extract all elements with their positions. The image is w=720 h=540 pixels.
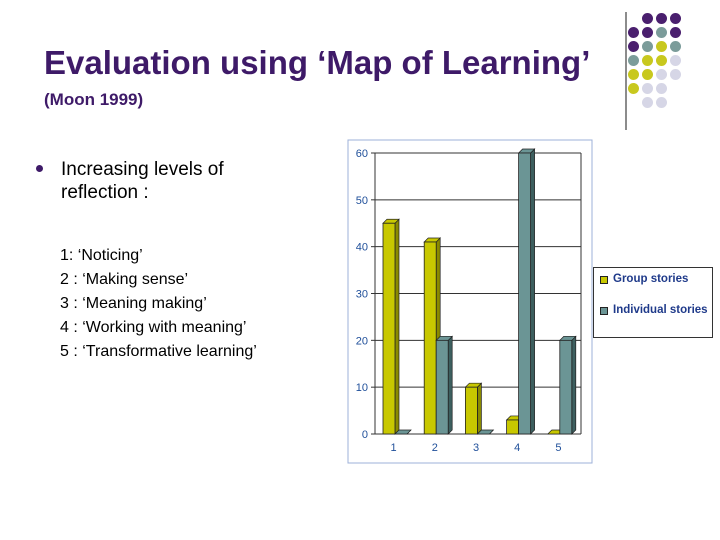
level-number: 5 : [60, 343, 78, 360]
bar [464, 386, 478, 435]
decor-dot [642, 13, 653, 24]
decor-dot [628, 83, 639, 94]
decor-dot [670, 41, 681, 52]
decor-dot [656, 13, 667, 24]
legend-swatch-group [600, 276, 608, 284]
decor-divider [625, 12, 627, 130]
decor-dot [628, 27, 639, 38]
bar-side [447, 335, 453, 435]
bar-side [477, 382, 482, 435]
level-list: 1: ‘Noticing’ 2 : ‘Making sense’ 3 : ‘Me… [60, 246, 302, 366]
slide-subtitle: (Moon 1999) [44, 90, 144, 109]
x-tick-label: 1 [391, 442, 397, 454]
decor-dot [628, 69, 639, 80]
bullet-dot-icon [36, 165, 43, 172]
decor-dot [670, 55, 681, 66]
decor-dot [642, 97, 653, 108]
level-number: 1: [60, 247, 74, 264]
level-item: 3 : ‘Meaning making’ [60, 294, 302, 314]
x-tick-label: 3 [473, 442, 479, 454]
decor-dot [656, 27, 667, 38]
bar-side [530, 148, 535, 435]
decor-dot [656, 83, 667, 94]
decor-dot [656, 41, 667, 52]
bar [518, 152, 531, 435]
bar-side [394, 218, 400, 435]
decor-dot [642, 55, 653, 66]
chart-frame [347, 139, 593, 464]
y-tick-label: 20 [356, 335, 368, 347]
x-tick-label: 4 [514, 442, 520, 454]
decor-dot [670, 13, 681, 24]
decor-dot [656, 55, 667, 66]
bar [506, 419, 520, 435]
y-tick-label: 60 [356, 148, 368, 160]
decor-dot [656, 69, 667, 80]
level-item: 5 : ‘Transformative learning’ [60, 342, 302, 362]
decor-dot [656, 97, 667, 108]
decor-dot [628, 41, 639, 52]
legend-swatch-individual [600, 307, 608, 315]
decor-dot [642, 83, 653, 94]
level-number: 2 : [60, 271, 78, 288]
decor-dot [642, 69, 653, 80]
legend-label: Individual stories [613, 304, 708, 316]
bar [423, 241, 437, 435]
level-text: ‘Noticing’ [77, 247, 143, 264]
bar-top [476, 429, 495, 435]
level-item: 2 : ‘Making sense’ [60, 270, 302, 290]
chart-legend: Group stories Individual stories [593, 267, 713, 338]
bar [435, 339, 449, 435]
x-tick-label: 5 [555, 442, 561, 454]
decor-dot [642, 27, 653, 38]
y-tick-label: 30 [356, 289, 368, 301]
legend-label: Group stories [613, 273, 689, 285]
level-number: 3 : [60, 295, 78, 312]
level-text: ‘Working with meaning’ [82, 319, 247, 336]
level-item: 4 : ‘Working with meaning’ [60, 318, 302, 338]
decor-dot [670, 27, 681, 38]
slide-title: Evaluation using ‘Map of Learning’ [44, 44, 591, 81]
level-number: 4 : [60, 319, 78, 336]
x-tick-label: 2 [432, 442, 438, 454]
level-text: ‘Making sense’ [82, 271, 189, 288]
y-tick-label: 50 [356, 195, 368, 207]
level-text: ‘Meaning making’ [82, 295, 207, 312]
decor-dot [628, 55, 639, 66]
decor-dot [670, 69, 681, 80]
bar-top [394, 429, 412, 435]
bullet-main: Increasing levels of reflection : [61, 159, 224, 203]
y-tick-label: 0 [362, 429, 368, 441]
level-item: 1: ‘Noticing’ [60, 246, 302, 266]
bar-side [571, 335, 577, 435]
y-tick-label: 40 [356, 242, 368, 254]
y-tick-label: 10 [356, 382, 368, 394]
bar [382, 222, 396, 435]
decor-dot [642, 41, 653, 52]
bar [559, 339, 573, 435]
level-text: ‘Transformative learning’ [82, 343, 257, 360]
